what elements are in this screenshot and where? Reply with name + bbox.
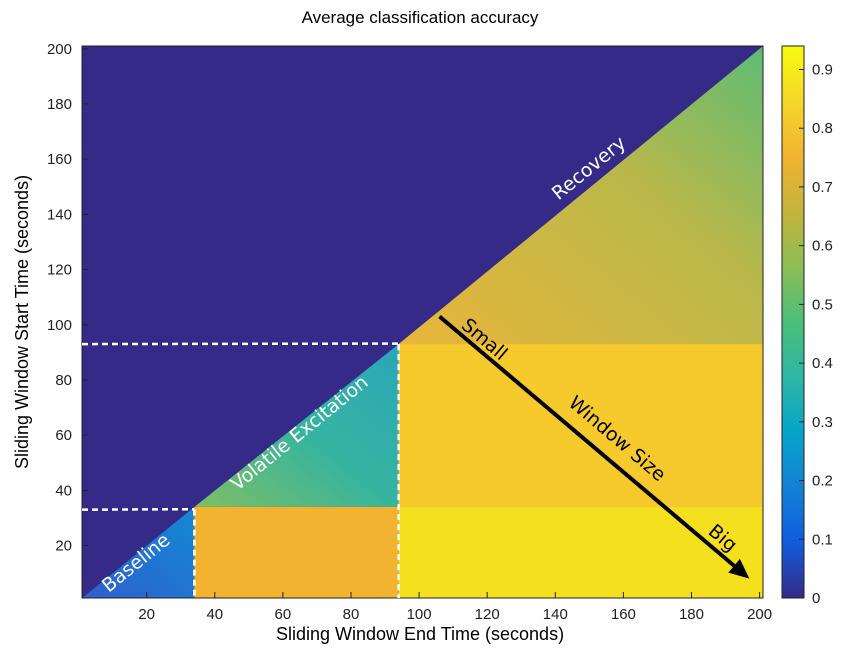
- x-tick-label: 140: [543, 606, 568, 623]
- y-tick-label: 120: [47, 262, 72, 279]
- phase-boundaries: [81, 342, 400, 598]
- colorbar-tick-label: 0.6: [812, 238, 833, 255]
- arrow-head: [728, 558, 750, 579]
- x-tick-label: 60: [275, 606, 292, 623]
- region-1: [194, 344, 399, 507]
- upper-triangle-mask: [82, 46, 763, 598]
- x-tick-label: 80: [343, 606, 360, 623]
- y-tick-label: 80: [55, 372, 72, 389]
- colorbar-tick-label: 0.7: [812, 179, 833, 196]
- colorbar-tick-label: 0: [812, 590, 820, 607]
- plot-frame: [81, 45, 764, 599]
- y-tick-label: 180: [47, 96, 72, 113]
- colorbar-tick-label: 0.2: [812, 473, 833, 490]
- x-axis-label: Sliding Window End Time (seconds): [276, 624, 564, 644]
- x-tick-label: 200: [747, 606, 772, 623]
- x-tick-label: 160: [611, 606, 636, 623]
- y-tick-label: 140: [47, 206, 72, 223]
- colorbar-tick-label: 0.3: [812, 414, 833, 431]
- y-tick-label: 60: [55, 427, 72, 444]
- x-tick-label: 20: [138, 606, 155, 623]
- region-recovery-triangle: [398, 46, 763, 345]
- x-tick-label: 120: [475, 606, 500, 623]
- x-tick-label: 180: [679, 606, 704, 623]
- x-tick-label: 40: [206, 606, 223, 623]
- region-recovery-block: [398, 344, 763, 507]
- y-tick-label: 200: [47, 41, 72, 58]
- colorbar-tick-label: 0.8: [812, 120, 833, 137]
- y-axis-label: Sliding Window Start Time (seconds): [12, 175, 32, 469]
- colorbar-tick-label: 0.1: [812, 531, 833, 548]
- colorbar-tick-label: 0.4: [812, 355, 833, 372]
- y-axis-ticks: 20 40 60 80 100 120 140 160 180 200: [47, 41, 88, 555]
- colorbar-tick-label: 0.9: [812, 61, 833, 78]
- region-4: [398, 506, 763, 598]
- colorbar-ticks: 0 0.1 0.2 0.3 0.4 0.5 0.6 0.7 0.8 0.9: [799, 61, 833, 607]
- y-tick-label: 100: [47, 317, 72, 334]
- y-tick-label: 40: [55, 482, 72, 499]
- arrow-shaft: [438, 314, 736, 568]
- window-size-arrow: [438, 314, 750, 579]
- region-3: [194, 506, 399, 598]
- colorbar-tick-label: 0.5: [812, 296, 833, 313]
- y-tick-label: 20: [55, 538, 72, 555]
- boundary-horizontal-0: [81, 507, 195, 511]
- boundary-horizontal-1: [81, 342, 399, 346]
- y-tick-label: 160: [47, 151, 72, 168]
- region-0: [82, 506, 195, 598]
- x-axis-ticks: 20 40 60 80 100 120 140 160 180 200: [138, 592, 772, 623]
- heatmap-area: [82, 46, 763, 598]
- x-tick-label: 100: [407, 606, 432, 623]
- chart-title: Average classification accuracy: [302, 8, 539, 27]
- colorbar: [781, 45, 805, 599]
